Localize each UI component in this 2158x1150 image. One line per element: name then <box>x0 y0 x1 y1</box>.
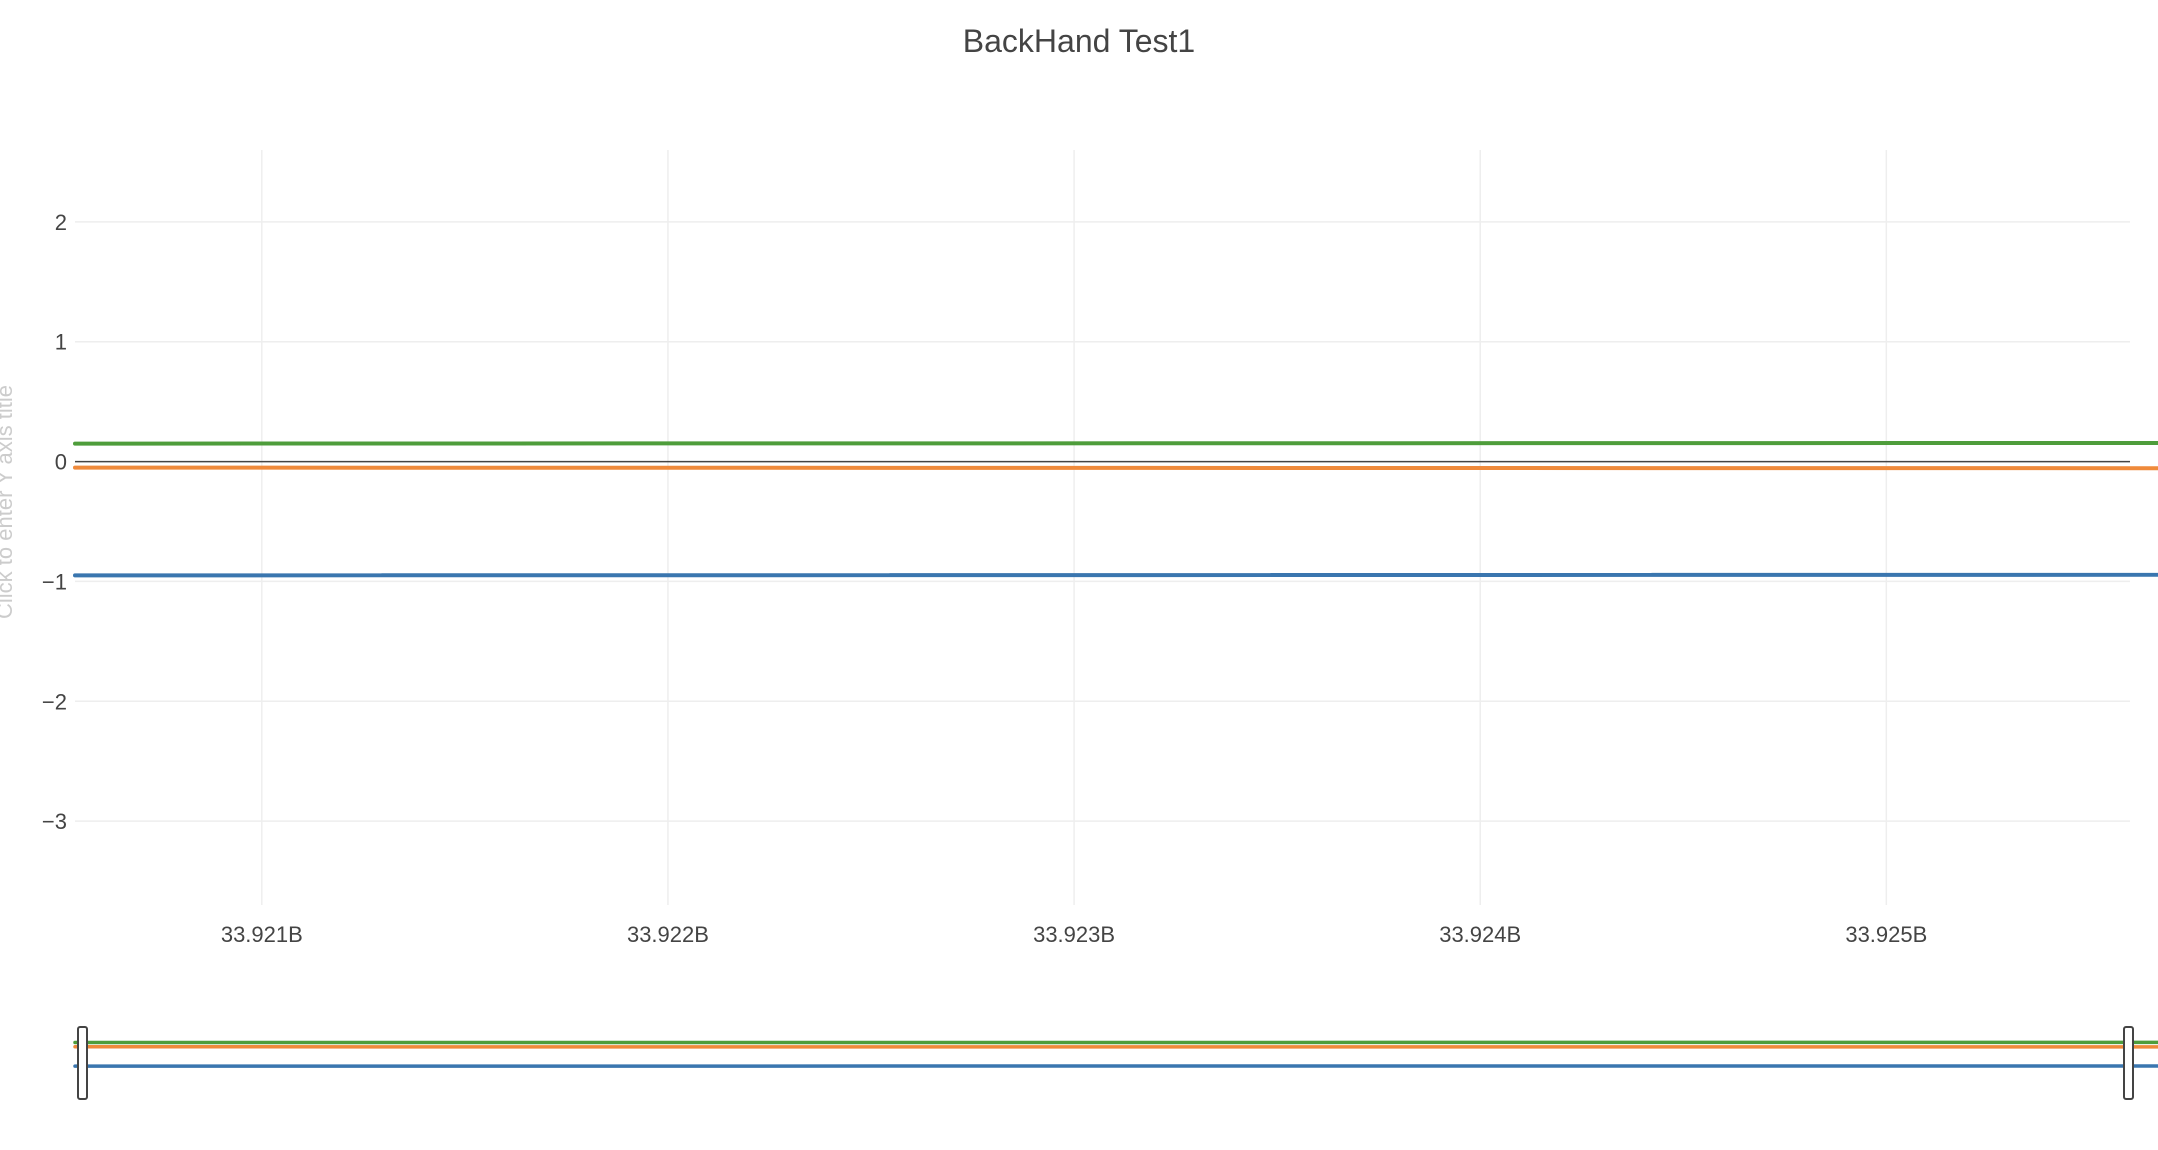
range-slider-traces <box>75 996 2158 1121</box>
chart-title: BackHand Test1 <box>963 23 1195 59</box>
plot-area[interactable] <box>75 186 2158 887</box>
range-slider[interactable] <box>75 996 2158 1121</box>
series-line-2[interactable] <box>75 186 2158 564</box>
series-line-1[interactable] <box>75 312 2158 887</box>
y-axis-title[interactable]: Click to enter Y axis title <box>0 385 17 619</box>
gridlines <box>75 150 2130 905</box>
y-tick-label: −1 <box>42 569 67 594</box>
y-tick-label: 1 <box>55 330 67 355</box>
range-slider-left-handle[interactable] <box>77 1026 88 1100</box>
y-tick-label: −2 <box>42 689 67 714</box>
x-axis: 33.921B 33.922B 33.923B 33.924B 33.925B <box>221 922 1927 947</box>
y-axis: 2 1 0 −1 −2 −3 <box>42 210 67 834</box>
x-tick-label: 33.925B <box>1845 922 1927 947</box>
y-tick-label: 0 <box>55 450 67 475</box>
y-tick-label: −3 <box>42 809 67 834</box>
x-tick-label: 33.924B <box>1439 922 1521 947</box>
x-tick-label: 33.922B <box>627 922 709 947</box>
range-slider-series-line-2 <box>75 996 2158 1064</box>
range-slider-right-handle[interactable] <box>2123 1026 2134 1100</box>
range-slider-series-line-1 <box>75 1019 2158 1122</box>
y-tick-label: 2 <box>55 210 67 235</box>
x-tick-label: 33.921B <box>221 922 303 947</box>
x-tick-label: 33.923B <box>1033 922 1115 947</box>
series-line-3[interactable] <box>73 279 2158 593</box>
range-slider-series-line-3 <box>73 1040 2158 1045</box>
